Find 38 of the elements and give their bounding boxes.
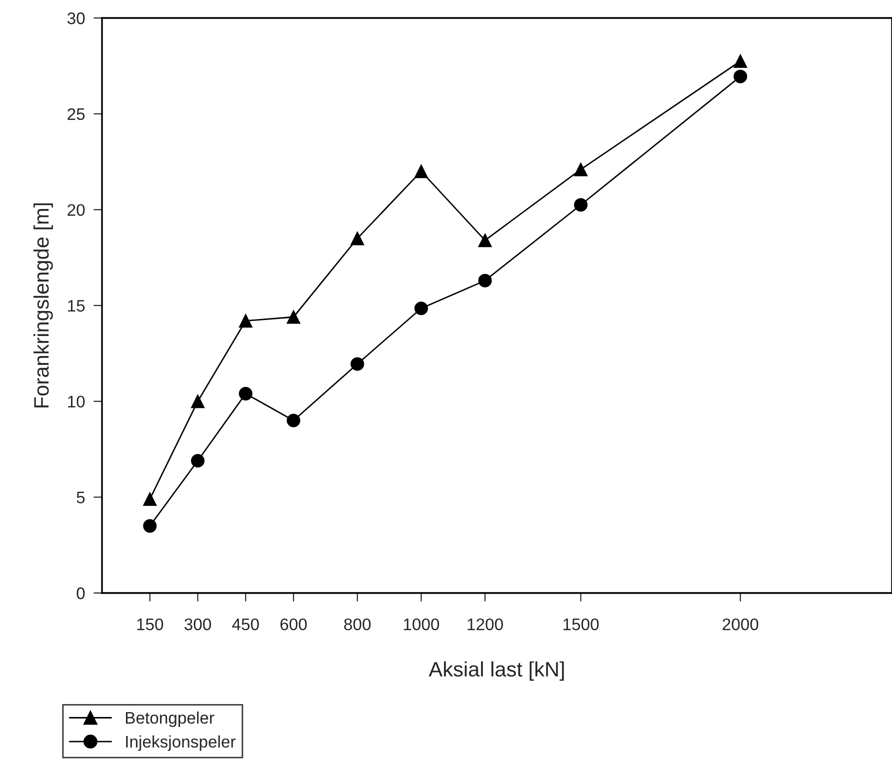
- x-tick-label: 150: [137, 618, 164, 630]
- x-tick-label: 300: [184, 618, 212, 630]
- point: [286, 414, 300, 428]
- point: [414, 302, 428, 316]
- point: [414, 164, 428, 178]
- point: [574, 198, 588, 212]
- x-tick-label: 1500: [564, 618, 599, 630]
- point: [350, 357, 364, 371]
- y-tick-label: 10: [68, 396, 85, 408]
- point: [286, 310, 300, 324]
- point: [478, 274, 492, 288]
- point: [238, 386, 252, 400]
- x-tick-label: 1000: [404, 618, 440, 630]
- y-tick-label: 15: [68, 300, 85, 312]
- y-tick-label: 25: [68, 108, 85, 120]
- point: [143, 519, 157, 533]
- y-tick-label: 5: [76, 492, 85, 504]
- y-tick-label: 20: [68, 204, 85, 216]
- y-tick-label: 0: [76, 587, 85, 600]
- x-tick-label: 2000: [722, 618, 758, 630]
- x-tick-label: 450: [232, 618, 259, 630]
- point: [190, 454, 205, 468]
- point: [734, 70, 748, 84]
- point: [350, 232, 364, 246]
- legend-label: Injeksjonspeler: [126, 735, 236, 751]
- point: [238, 314, 252, 328]
- y-axis-title: Forankringslengde [m]: [33, 203, 53, 408]
- point: [574, 162, 588, 176]
- point: [190, 394, 205, 408]
- legend-label: Betongpeler: [126, 712, 214, 728]
- point: [143, 492, 157, 506]
- x-axis-title: Aksial last [kN]: [428, 661, 564, 681]
- x-tick-label: 600: [280, 618, 307, 630]
- point: [734, 54, 748, 68]
- x-tick-label: 800: [344, 618, 371, 630]
- point: [478, 234, 492, 248]
- x-tick-label: 1200: [468, 618, 503, 630]
- y-tick-label: 30: [67, 12, 85, 24]
